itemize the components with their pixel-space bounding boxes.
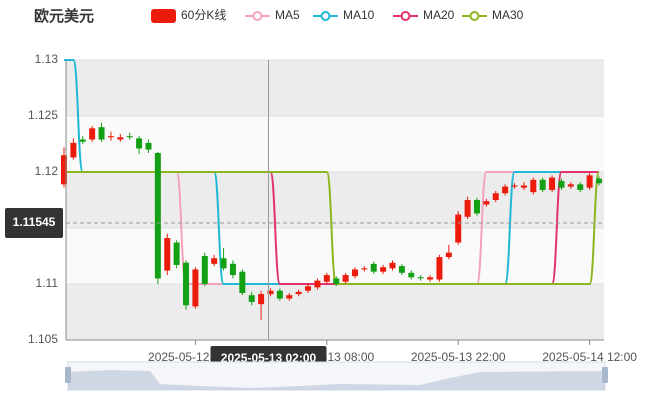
candle-body	[333, 278, 340, 284]
candle-body	[136, 138, 143, 149]
legend-label: 60分K线	[181, 8, 226, 22]
legend: 60分K线 MA5 MA10 MA20 MA30	[151, 8, 524, 23]
candle-body	[502, 186, 509, 194]
slider-handle[interactable]	[602, 367, 608, 383]
candle-body	[473, 200, 480, 214]
candle-body	[183, 262, 190, 306]
legend-swatch	[320, 11, 331, 21]
legend-item[interactable]: MA5	[245, 8, 300, 22]
candle-body	[79, 139, 86, 142]
candle-body	[201, 256, 208, 284]
candle-body	[286, 295, 293, 299]
split-area	[66, 172, 604, 228]
candle-body	[305, 286, 312, 291]
candle-body	[295, 291, 302, 295]
candle-body	[483, 201, 490, 205]
candle-body	[558, 180, 565, 188]
candle-body	[520, 185, 527, 188]
crosshair-y-box	[5, 207, 63, 238]
candle-body	[267, 290, 274, 295]
split-areas	[66, 60, 604, 340]
candle-body	[61, 155, 67, 185]
legend-item[interactable]: MA10	[313, 8, 375, 22]
candle-body	[70, 142, 77, 158]
ma-line	[63, 171, 600, 285]
candle-body	[351, 269, 358, 277]
y-tick-label: 1.12	[35, 164, 59, 178]
candle-body	[389, 262, 396, 269]
candle-body	[323, 275, 330, 282]
candle-body	[596, 178, 602, 184]
candle-body	[436, 257, 443, 280]
legend-swatch	[151, 9, 176, 23]
x-tick-label: 2025-05-13 22:00	[411, 350, 506, 364]
y-tick-label: 1.11	[36, 276, 59, 290]
chart-title: 欧元美元	[34, 7, 94, 25]
candle-body	[211, 258, 218, 264]
candle-body	[154, 152, 161, 279]
candle-body	[126, 136, 133, 138]
candle-body	[492, 193, 499, 200]
candle-body	[239, 271, 246, 293]
legend-label: MA20	[423, 8, 455, 22]
candle-body	[192, 269, 199, 307]
candle-body	[586, 175, 593, 188]
candle-body	[314, 280, 321, 288]
x-tick-label: 2025-05-14 12:00	[542, 350, 637, 364]
y-tick-label: 1.13	[35, 52, 59, 66]
candles	[61, 122, 602, 320]
candle-body	[258, 294, 265, 305]
legend-item[interactable]: MA20	[393, 8, 455, 22]
slider-shadow	[68, 370, 605, 390]
crosshair-y-label: 1.11545	[13, 215, 56, 229]
candle-body	[455, 214, 462, 243]
legend-swatch	[252, 11, 263, 21]
y-tick-label: 1.105	[28, 332, 58, 346]
candle-body	[530, 179, 537, 193]
legend-label: MA30	[492, 8, 524, 22]
candle-body	[117, 137, 124, 140]
candle-body	[427, 277, 434, 280]
candle-body	[98, 127, 105, 140]
legend-item[interactable]: 60分K线	[151, 8, 226, 23]
candle-body	[539, 179, 546, 190]
split-area	[66, 60, 604, 116]
candle-body	[380, 267, 387, 272]
candle-body	[370, 263, 377, 272]
candle-body	[89, 128, 96, 140]
candle-body	[417, 277, 424, 279]
legend-label: MA10	[343, 8, 375, 22]
slider-handle[interactable]	[65, 367, 71, 383]
candle-body	[107, 136, 114, 138]
legend-item[interactable]: MA30	[462, 8, 524, 22]
split-area	[66, 284, 604, 340]
candle-body	[342, 275, 349, 282]
candle-body	[464, 200, 471, 217]
legend-swatch	[469, 11, 480, 21]
ma-lines	[63, 59, 600, 285]
candle-body	[511, 185, 518, 187]
candle-body	[276, 290, 283, 299]
candle-body	[145, 142, 152, 150]
candle-body	[398, 266, 405, 273]
candle-body	[220, 258, 227, 269]
candle-body	[173, 242, 180, 265]
legend-label: MA5	[275, 8, 300, 22]
candle-body	[445, 252, 452, 258]
candle-body	[229, 263, 236, 276]
candle-body	[577, 184, 584, 190]
candle-body	[164, 238, 171, 271]
y-tick-label: 1.125	[28, 108, 58, 122]
data-zoom-slider[interactable]	[65, 361, 608, 391]
candle-body	[248, 295, 255, 302]
candle-body	[549, 177, 556, 190]
legend-swatch	[400, 11, 411, 21]
candle-body	[361, 268, 368, 270]
candle-body	[567, 184, 574, 187]
candle-body	[408, 272, 415, 278]
